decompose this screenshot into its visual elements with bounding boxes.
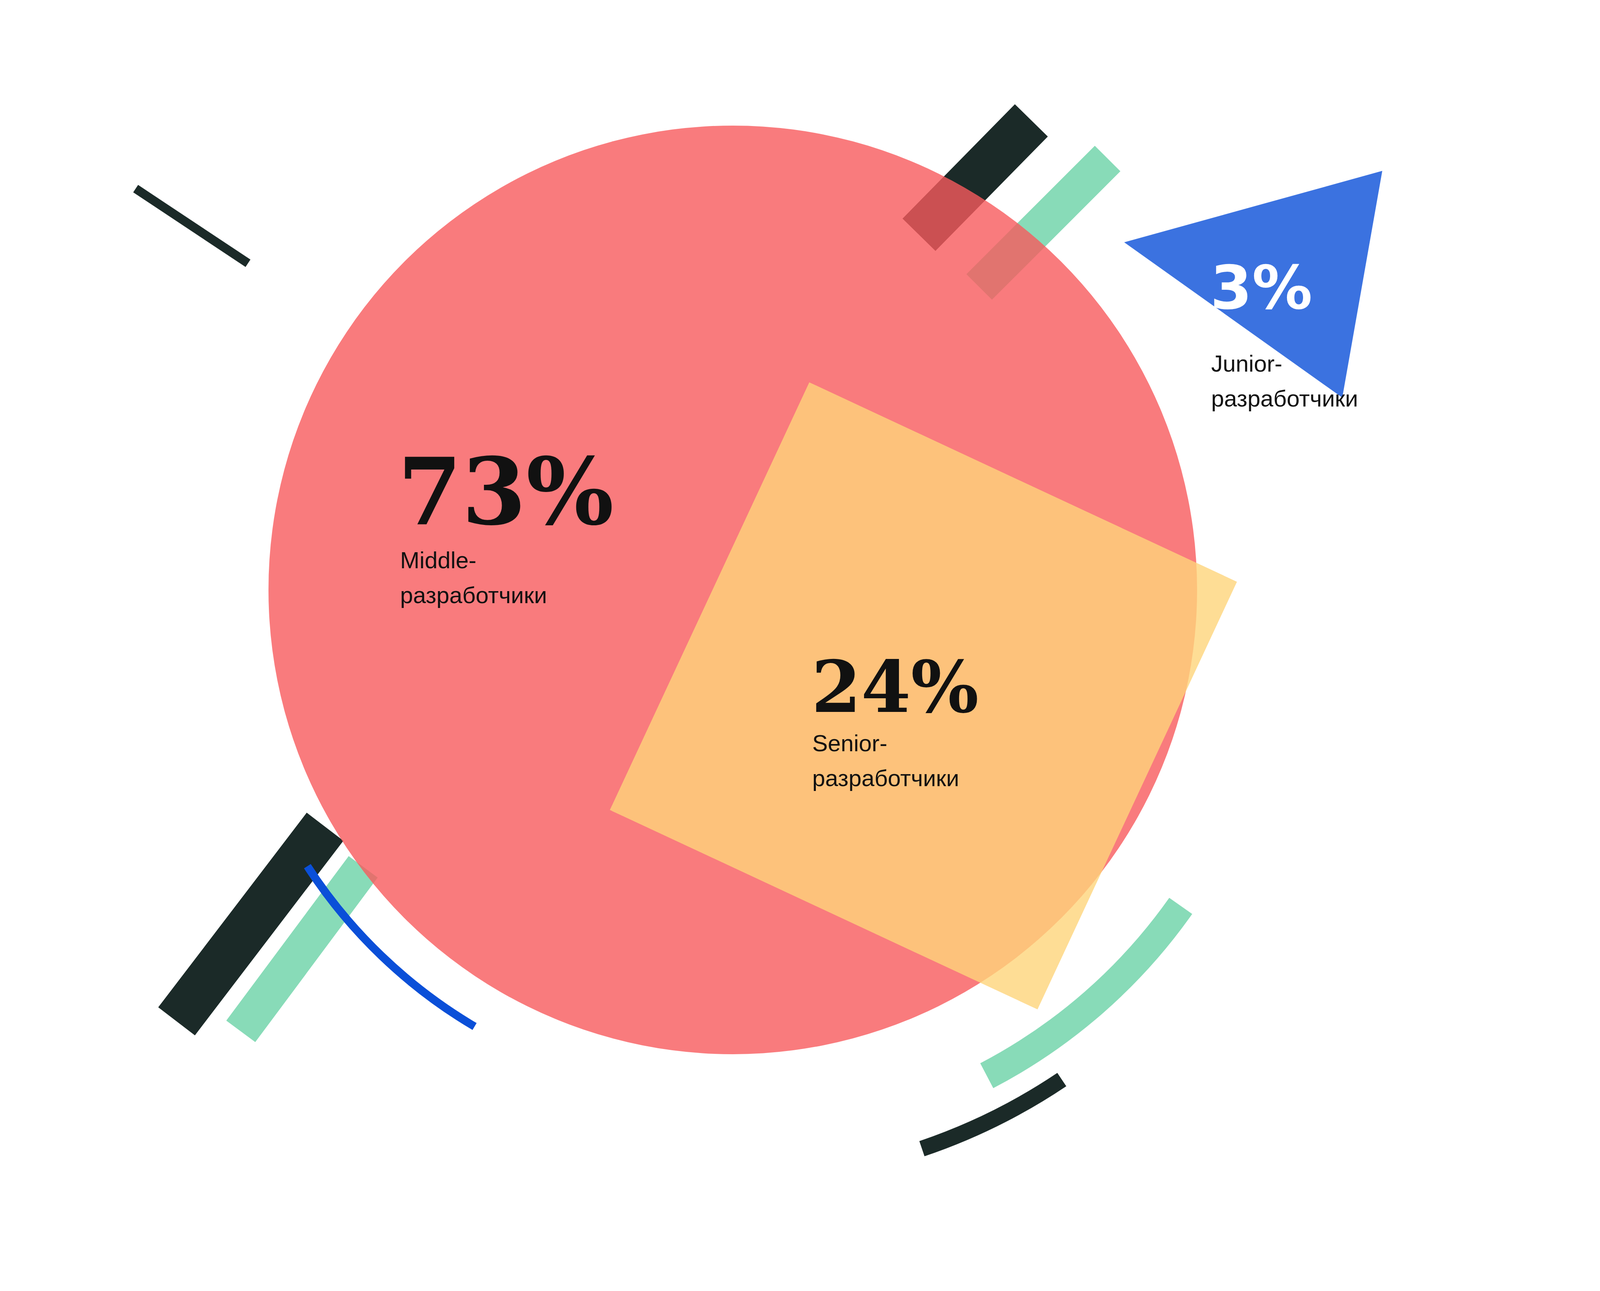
svg-text:3%: 3% [1210,252,1313,323]
svg-text:Middle-: Middle- [400,546,477,574]
svg-text:разработчики: разработчики [812,764,960,791]
svg-text:Junior-: Junior- [1211,350,1283,377]
svg-text:73%: 73% [397,437,614,546]
svg-text:24%: 24% [811,644,979,729]
svg-text:Senior-: Senior- [812,729,888,757]
svg-text:разработчики: разработчики [1211,385,1359,412]
svg-text:разработчики: разработчики [400,581,547,608]
